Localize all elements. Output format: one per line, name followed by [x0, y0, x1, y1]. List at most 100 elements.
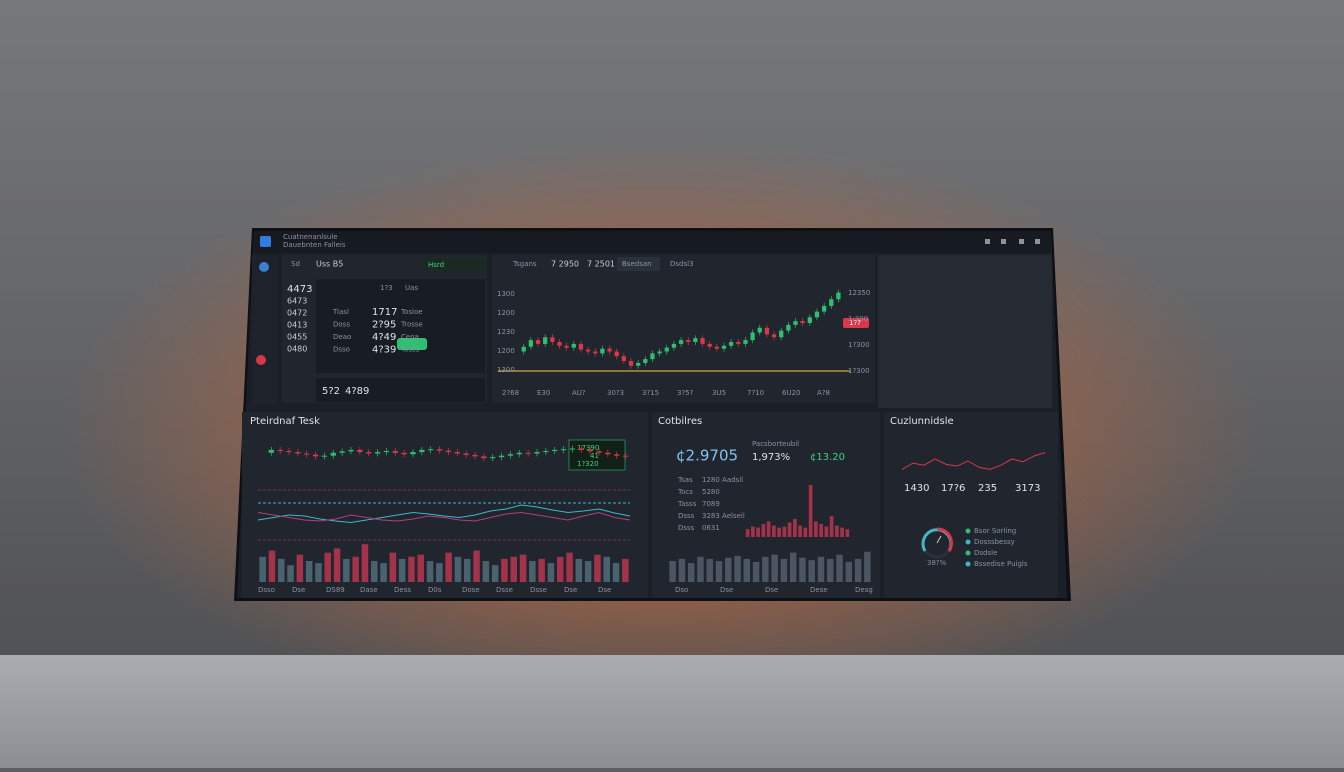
cell: 5280	[702, 488, 720, 496]
cell: 0631	[702, 524, 720, 532]
candle	[557, 342, 562, 346]
footer-value: 5?2	[322, 386, 340, 397]
candle	[786, 324, 791, 331]
bar	[482, 561, 490, 582]
gauge-label: 38?%	[927, 559, 947, 567]
cell: Dsso	[333, 346, 350, 354]
candle	[428, 449, 434, 451]
cell: 7089	[702, 500, 720, 508]
toolbar-item[interactable]: Dsdsl3	[670, 260, 694, 268]
candle	[736, 342, 741, 344]
legend-item: Bsor Sorling	[974, 527, 1016, 535]
bar	[761, 524, 766, 537]
candle	[678, 340, 684, 344]
bar	[380, 563, 387, 582]
legend-item: Bssedise Puigls	[974, 560, 1028, 568]
candle	[560, 449, 567, 451]
candle	[793, 321, 798, 325]
minimize[interactable]	[985, 239, 990, 244]
candle	[410, 452, 416, 455]
cell: Tasss	[677, 500, 697, 508]
candle	[550, 337, 555, 342]
cell: Tocs	[677, 488, 693, 496]
bar	[491, 565, 499, 582]
tab[interactable]: Sd	[291, 260, 300, 268]
panel-title: Cotbilres	[658, 416, 702, 427]
candle	[607, 348, 612, 352]
bar	[669, 561, 676, 582]
x-label: Dso	[675, 586, 688, 594]
symbol: Uss B5	[316, 260, 343, 269]
candle	[836, 292, 841, 300]
candle	[507, 454, 514, 456]
nav-icon[interactable]	[259, 262, 269, 272]
bar	[370, 561, 378, 582]
price-tag: 1??	[849, 319, 861, 327]
bar	[845, 529, 850, 537]
cell: Ceoa	[401, 333, 419, 341]
delta: ¢13.20	[810, 452, 845, 463]
empty-panel	[878, 255, 1052, 408]
x-label: 3?5?	[677, 389, 694, 397]
candle	[564, 345, 569, 348]
candle	[614, 454, 620, 456]
bar	[612, 563, 620, 582]
candle	[286, 451, 292, 453]
x-label: 30?3	[607, 389, 624, 397]
cell: 1717	[372, 307, 397, 318]
candle	[569, 448, 576, 450]
toolbar-item[interactable]: Bsedsan	[622, 260, 652, 268]
bar	[333, 548, 341, 582]
candle	[600, 348, 605, 354]
candle	[419, 449, 425, 453]
bar	[745, 529, 750, 537]
bar	[259, 556, 266, 582]
buy-button[interactable]	[397, 338, 427, 350]
bar	[808, 485, 813, 537]
line	[901, 452, 1046, 470]
toolbar-item[interactable]: 7 2501	[587, 260, 615, 269]
bar	[789, 552, 797, 582]
candle	[578, 343, 584, 350]
nav-icon[interactable]	[256, 355, 266, 365]
side-value: 0480	[287, 345, 307, 354]
candle	[312, 454, 319, 457]
restore[interactable]	[1001, 239, 1006, 244]
maximize[interactable]	[1019, 239, 1024, 244]
close[interactable]	[1035, 239, 1040, 244]
bar	[827, 558, 834, 582]
x-label: Dsse	[530, 586, 547, 594]
bar	[799, 557, 806, 582]
candle	[829, 299, 834, 306]
bar	[296, 554, 304, 582]
axis-label: 1?300	[848, 341, 870, 349]
candle	[757, 327, 762, 333]
bar	[817, 556, 825, 582]
cell: Tiasl	[332, 308, 349, 316]
toolbar-item[interactable]: 7 2950	[551, 260, 579, 269]
candle	[636, 362, 641, 366]
bar	[445, 552, 452, 582]
bar	[473, 550, 480, 582]
bar	[352, 556, 359, 582]
candle	[707, 343, 712, 347]
x-label: 3U5	[712, 389, 726, 397]
candle	[605, 452, 611, 455]
bar	[793, 518, 797, 537]
x-label: Dsse	[496, 586, 513, 594]
cell: Doss	[333, 321, 350, 329]
bar	[752, 561, 760, 582]
cell: Tosss	[400, 346, 420, 354]
legend-dot	[965, 528, 971, 534]
candle	[445, 450, 452, 453]
toolbar-item[interactable]: Tsgans	[512, 260, 537, 268]
x-label: 7?10	[747, 389, 764, 397]
bar	[566, 552, 573, 582]
candle	[643, 359, 648, 363]
window-controls[interactable]	[985, 239, 1040, 244]
cell: Dsss	[678, 512, 695, 520]
column-header: 1?3	[380, 284, 393, 292]
candle	[671, 343, 677, 348]
candle	[700, 338, 705, 344]
